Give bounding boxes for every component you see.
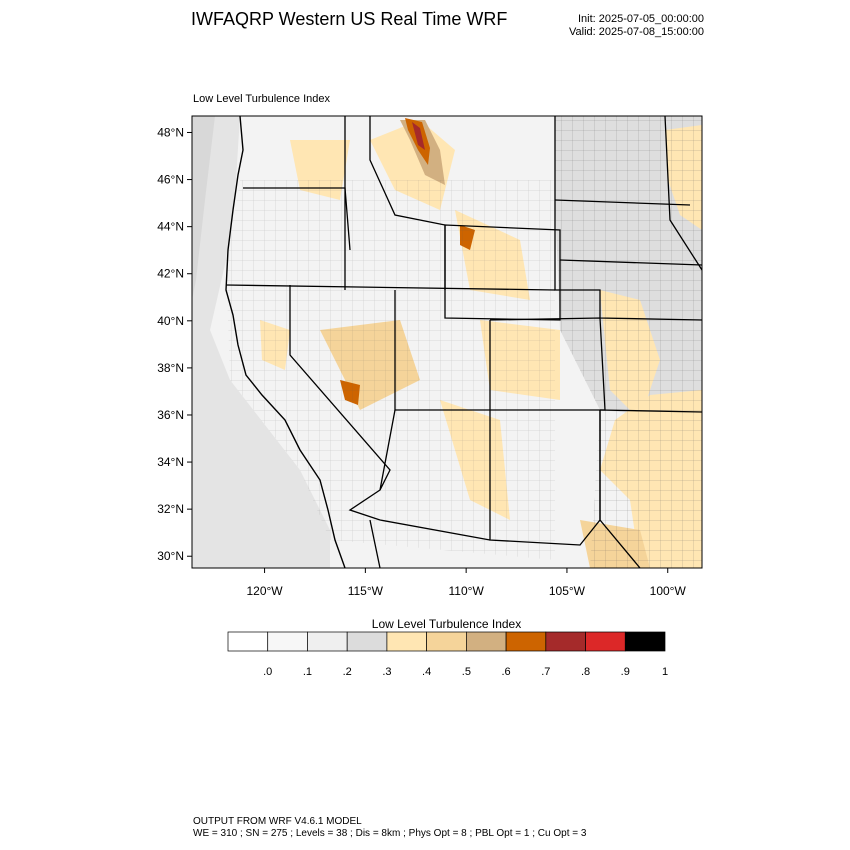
colorbar-label: .0: [263, 666, 272, 678]
valid-time: Valid: 2025-07-08_15:00:00: [569, 26, 704, 38]
colorbar-swatch: [466, 631, 507, 652]
colorbar-label: .2: [343, 666, 352, 678]
footer-model-info: OUTPUT FROM WRF V4.6.1 MODEL: [193, 816, 362, 827]
ca-nv-border: [289, 285, 391, 491]
colorbar-label: .4: [422, 666, 431, 678]
shade-glacier-peak: [412, 122, 425, 150]
map-frame: [191, 115, 703, 569]
lat-tick-label: 40°N: [157, 314, 184, 328]
line-42n: [225, 284, 556, 291]
map-title: IWFAQRP Western US Real Time WRF: [191, 9, 508, 29]
nd-sd-border: [554, 199, 691, 206]
lat-tick-label: 48°N: [157, 125, 184, 139]
colorbar: .0 .1 .2 .3 .4 .5 .6 .7 .8 .9 1: [227, 631, 668, 678]
lat-tick-label: 38°N: [157, 361, 184, 375]
lon-ticks: 120°W 115°W 110°W 105°W 100°W: [246, 568, 686, 598]
county-lines-west: [226, 180, 555, 560]
colorbar-swatch: [505, 631, 547, 652]
lon-tick-label: 100°W: [650, 584, 687, 598]
colorbar-label: .9: [621, 666, 630, 678]
colorbar-label: .3: [382, 666, 391, 678]
colorbar-swatch: [227, 631, 269, 652]
wyoming: [444, 224, 561, 321]
colorbar-swatch: [624, 631, 666, 652]
pacific-ocean: [192, 116, 330, 568]
utah: [394, 290, 491, 411]
field-label: Low Level Turbulence Index: [193, 93, 330, 105]
sd-ne-border: [559, 259, 702, 266]
colorbar-swatch: [346, 631, 388, 652]
lat-tick-label: 46°N: [157, 173, 184, 187]
lat-tick-label: 44°N: [157, 220, 184, 234]
colorbar-label: .1: [303, 666, 312, 678]
colorado: [489, 317, 606, 411]
colorbar-swatch: [545, 631, 586, 652]
lat-tick-label: 30°N: [157, 549, 184, 563]
colorbar-swatch: [426, 631, 467, 652]
lon-tick-label: 115°W: [348, 584, 384, 598]
lat-tick-label: 36°N: [157, 408, 184, 422]
colorbar-label: 1: [662, 666, 668, 678]
colorbar-label: .8: [581, 666, 590, 678]
lat-ticks: 48°N 46°N 44°N 42°N 40°N 38°N 36°N 34°N 32°N 30°N: [157, 125, 192, 563]
lon-tick-label: 105°W: [549, 584, 586, 598]
footer-model-settings: WE = 310 ; SN = 275 ; Levels = 38 ; Dis …: [193, 828, 587, 839]
colorbar-label: .6: [501, 666, 510, 678]
colorbar-swatch: [585, 631, 626, 652]
ocean-shading: [192, 116, 215, 300]
colorbar-swatch: [267, 631, 308, 652]
colorbar-swatch: [307, 631, 348, 652]
lon-tick-label: 110°W: [449, 584, 485, 598]
tx-panhandle: [599, 410, 641, 568]
colorbar-label: .7: [541, 666, 550, 678]
map-plot-area: [192, 116, 702, 568]
lon-tick-label: 120°W: [246, 584, 283, 598]
plains-borders: [554, 116, 702, 321]
mexico-border: [369, 519, 381, 568]
county-lines: [555, 116, 702, 568]
colorbar-title: Low Level Turbulence Index: [371, 617, 522, 631]
lat-tick-label: 42°N: [157, 267, 184, 281]
state-boundaries: [225, 116, 702, 568]
coastline: [225, 116, 346, 568]
colorbar-swatch: [386, 631, 427, 652]
minnesota-border: [664, 116, 702, 271]
lat-tick-label: 34°N: [157, 455, 184, 469]
ks-ok-border: [599, 409, 702, 413]
init-time: Init: 2025-07-05_00:00:00: [578, 13, 704, 25]
lat-tick-label: 32°N: [157, 502, 184, 516]
colorbar-label: .5: [462, 666, 471, 678]
arizona: [348, 409, 491, 541]
